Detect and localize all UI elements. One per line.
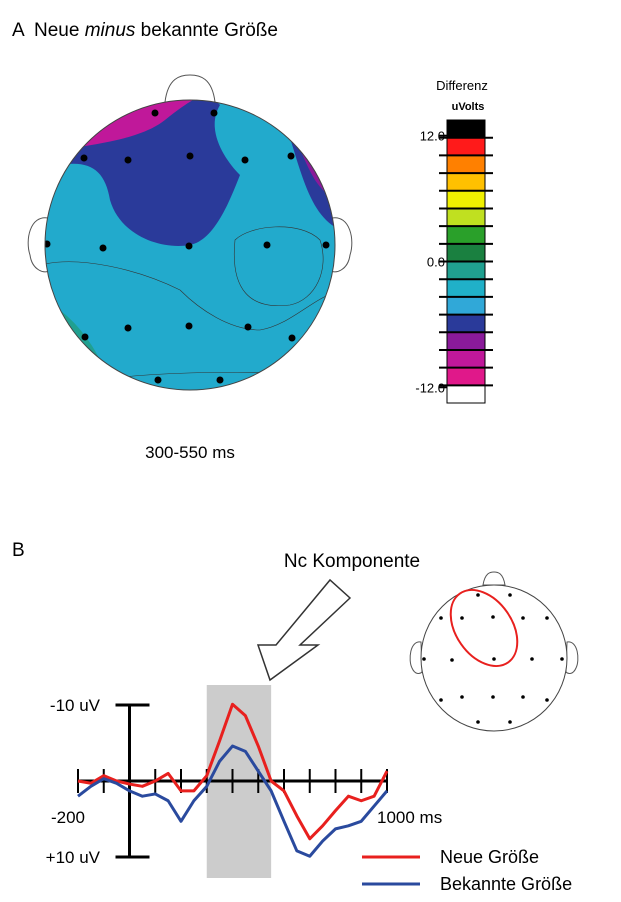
panel-label: B (12, 540, 25, 561)
color-swatch (447, 226, 485, 244)
color-swatch (447, 208, 485, 227)
panel-title: Neue minus bekannte Größe (34, 20, 278, 41)
inset-head (409, 571, 579, 732)
color-swatch (447, 349, 485, 368)
arrow (256, 578, 352, 682)
color-swatch (447, 367, 485, 386)
color-swatch (447, 190, 485, 209)
y-tick-label: -10 uV (50, 696, 101, 715)
title-part: Neue (34, 20, 85, 41)
topomap (27, 74, 353, 391)
color-swatch (447, 314, 485, 333)
title-part: minus (85, 20, 136, 41)
color-swatch (447, 243, 485, 262)
color-swatch (447, 332, 485, 350)
color-swatch (447, 120, 485, 138)
series-line (77, 702, 389, 841)
colorbar: 12.0 0.0 -12.0 (415, 119, 493, 404)
color-swatch (447, 173, 485, 191)
legend-label: Neue Größe (440, 847, 539, 867)
color-swatch (447, 279, 485, 297)
colorbar-tick-label: 0.0 (427, 255, 445, 270)
color-swatch (447, 261, 485, 280)
color-swatch (447, 137, 485, 156)
panel-label: A (12, 20, 25, 41)
colorbar-unit: uVolts (452, 101, 485, 113)
title-part: bekannte Größe (135, 20, 278, 41)
legend-label: Bekannte Größe (440, 874, 572, 894)
color-swatch (447, 296, 485, 315)
color-swatch (447, 385, 485, 403)
caption: 300-550 ms (145, 443, 235, 462)
color-swatch (447, 155, 485, 174)
x-tick-label: 1000 ms (377, 808, 442, 827)
colorbar-tick-label: 12.0 (420, 129, 445, 144)
y-tick-label: +10 uV (46, 848, 101, 867)
series-line (77, 744, 389, 858)
x-tick-label: -200 (51, 808, 85, 827)
annotation: Nc Komponente (284, 551, 420, 572)
colorbar-tick-label: -12.0 (415, 380, 445, 395)
erp-plot: -200 1000 ms -10 uV +10 uV Neue Größe Bekannt… (46, 685, 572, 894)
colorbar-title: Differenz (436, 78, 488, 93)
